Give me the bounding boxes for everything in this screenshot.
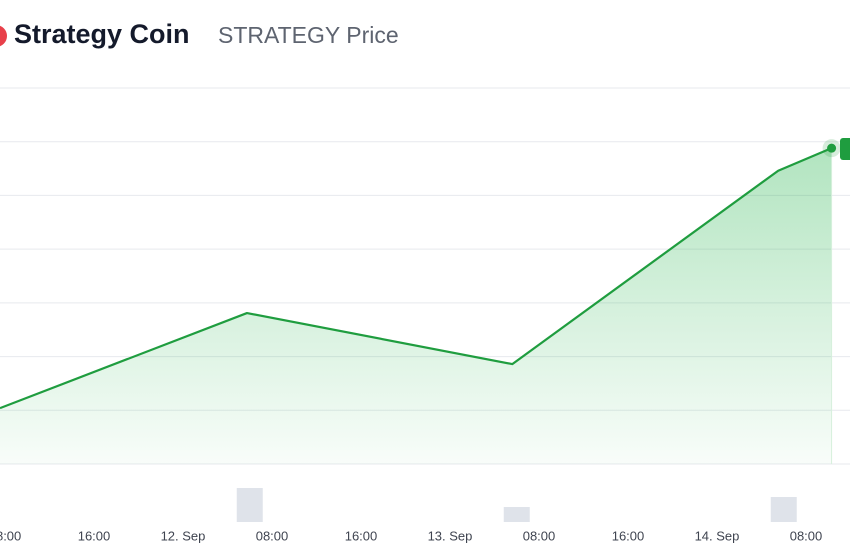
x-tick-label: 14. Sep (695, 528, 740, 543)
price-label (840, 138, 850, 160)
x-tick-label: 08:00 (256, 528, 289, 543)
chart-subtitle: STRATEGY Price (218, 22, 399, 48)
x-tick-label: 12. Sep (161, 528, 206, 543)
area-fill (0, 148, 832, 464)
x-tick-label: 16:00 (78, 528, 111, 543)
x-tick-label: 08:00 (523, 528, 556, 543)
plot-area: 08:00 16:00 12. Sep 08:00 16:00 13. Sep 08:00 1… (0, 87, 850, 543)
x-tick-label: 08:00 (790, 528, 823, 543)
x-tick-label: 16:00 (612, 528, 645, 543)
volume-bar (770, 497, 797, 522)
last-point (827, 143, 837, 153)
x-tick-label: 08:00 (0, 528, 21, 543)
volume-bar (236, 488, 263, 522)
x-tick-label: 13. Sep (428, 528, 473, 543)
volume-bar (503, 507, 530, 522)
price-line (0, 147, 833, 410)
coin-icon (0, 25, 7, 47)
chart-title: Strategy Coin (14, 19, 190, 49)
x-tick-label: 16:00 (345, 528, 378, 543)
